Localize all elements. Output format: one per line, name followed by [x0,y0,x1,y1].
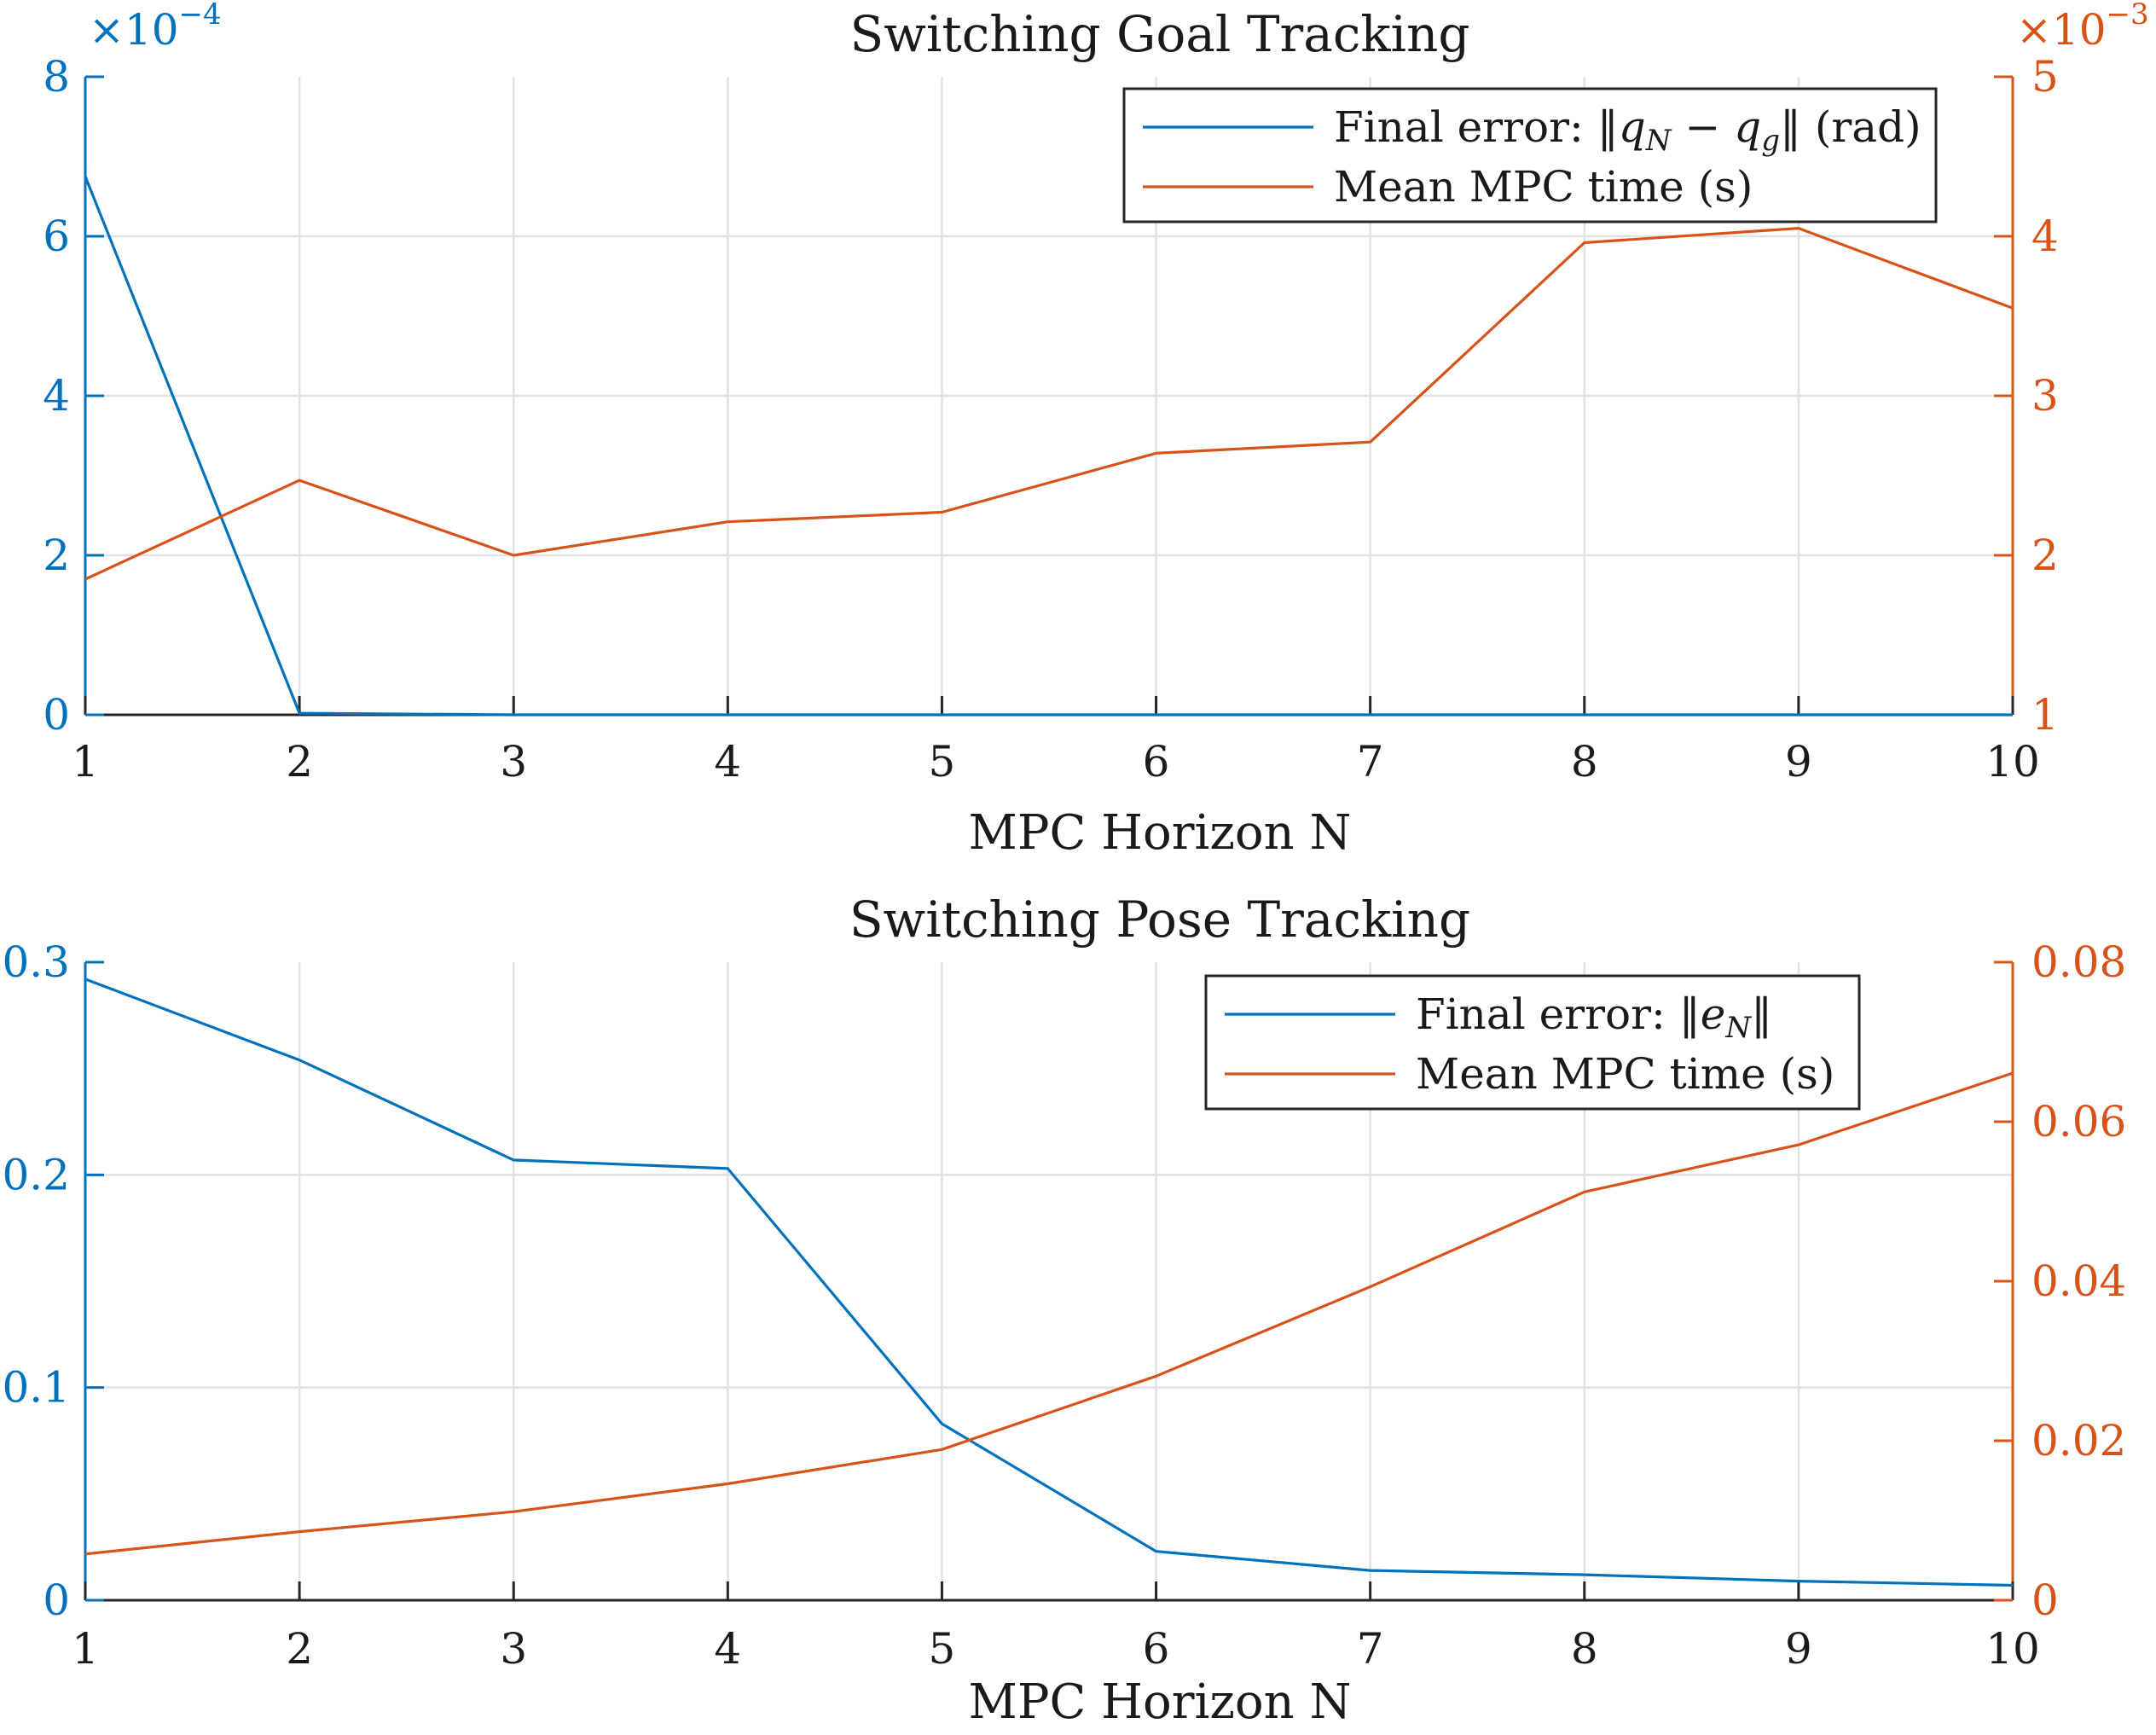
legend-label: Final error: ‖eN‖ [1416,989,1772,1045]
series-line-final-error [84,176,2013,717]
x-axis-label: MPC Horizon N [969,1674,1352,1730]
x-tick-label: 7 [1357,1624,1384,1674]
left-tick-label: 4 [43,371,70,421]
x-tick-label: 5 [929,1624,956,1674]
chart-1: 1 2 3 4 5 6 7 8 9 10 0 2 4 6 8 1 2 3 4 5 ×10−4 ×10−3 Switching… [43,0,2148,861]
x-tick-label: 6 [1143,737,1170,786]
right-tick-label: 4 [2031,212,2059,261]
legend-label: Mean MPC time (s) [1416,1049,1834,1099]
left-tick-label: 0 [43,690,70,740]
x-tick-label: 3 [500,737,527,786]
legend-label: Final error: ‖qN − qg‖ (rad) [1334,102,1921,158]
right-tick-label: 0.04 [2031,1256,2126,1306]
left-tick-label: 0.1 [2,1363,70,1413]
x-tick-label: 3 [500,1624,527,1674]
right-tick-label: 5 [2031,52,2059,102]
right-tick-label: 0.08 [2031,937,2126,987]
x-tick-label: 8 [1571,737,1598,786]
right-tick-label: 0 [2031,1575,2059,1625]
x-tick-label: 8 [1571,1624,1598,1674]
x-tick-label: 1 [72,1624,99,1674]
x-tick-label: 9 [1785,1624,1812,1674]
legend-label: Mean MPC time (s) [1334,162,1753,212]
legend: Final error: ‖qN − qg‖ (rad)Mean MPC tim… [1122,87,1938,223]
right-tick-label: 3 [2031,371,2059,421]
x-axis-label: MPC Horizon N [969,805,1352,861]
x-tick-label: 1 [72,737,99,786]
chart-title: Switching Pose Tracking [849,891,1470,949]
x-tick-label: 2 [286,1624,313,1674]
right-tick-label: 1 [2031,690,2059,740]
x-tick-label: 2 [286,737,313,786]
left-tick-label: 0.2 [2,1150,70,1199]
left-tick-label: 6 [43,212,70,261]
left-tick-label: 0.3 [2,937,70,987]
x-tick-label: 7 [1357,737,1384,786]
x-tick-label: 4 [714,737,741,786]
x-tick-label: 6 [1143,1624,1170,1674]
right-tick-label: 0.02 [2031,1416,2126,1465]
right-tick-label: 0.06 [2031,1097,2126,1146]
x-tick-label: 10 [1985,737,2040,786]
x-tick-label: 9 [1785,737,1812,786]
legend: Final error: ‖eN‖Mean MPC time (s) [1204,974,1861,1111]
right-axis-exponent: ×10−3 [2016,0,2149,55]
legend-box [1122,87,1938,223]
x-tick-label: 10 [1985,1624,2040,1674]
chart-title: Switching Goal Tracking [849,5,1469,63]
left-tick-label: 8 [43,52,70,102]
x-tick-label: 5 [929,737,956,786]
chart-2: 1 2 3 4 5 6 7 8 9 1000.10.20.300.020.040.060.08Sw… [2,891,2126,1730]
x-tick-label: 4 [714,1624,741,1674]
series-line-mean-mpc-time [84,227,2014,581]
series-line-mean-mpc-time [84,1071,2014,1556]
right-tick-label: 2 [2031,531,2059,580]
left-tick-label: 2 [43,531,70,580]
legend-box [1204,974,1861,1111]
series-line-final-error [84,978,2014,1587]
left-axis-exponent: ×10−4 [89,0,222,55]
left-tick-label: 0 [43,1575,70,1625]
